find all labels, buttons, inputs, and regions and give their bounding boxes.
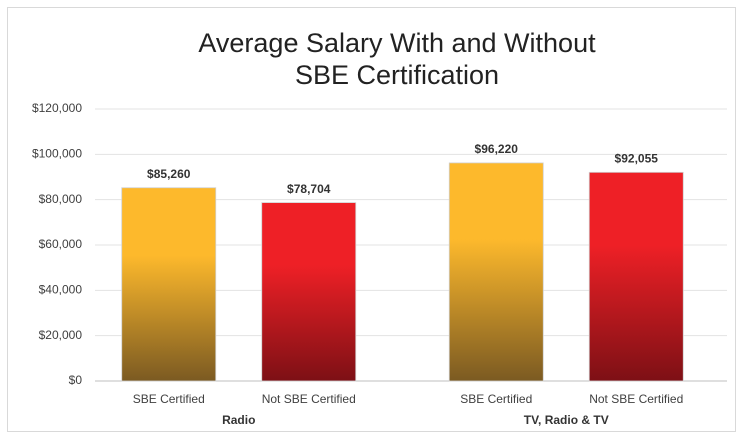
y-tick-label: $80,000 — [39, 192, 83, 206]
chart-title: SBE Certification — [295, 60, 499, 90]
y-tick-label: $100,000 — [32, 147, 82, 161]
y-tick-label: $40,000 — [39, 283, 83, 297]
y-tick-label: $60,000 — [39, 237, 83, 251]
value-label: $85,260 — [147, 167, 191, 181]
value-label: $92,055 — [615, 152, 659, 166]
bar — [261, 202, 357, 382]
group-label: TV, Radio & TV — [524, 413, 609, 427]
bar — [121, 187, 217, 382]
x-tick-label: SBE Certified — [133, 392, 205, 406]
y-tick-label: $20,000 — [39, 328, 83, 342]
chart-title: Average Salary With and Without — [198, 28, 596, 58]
x-tick-label: Not SBE Certified — [262, 392, 356, 406]
value-label: $78,704 — [287, 182, 331, 196]
group-label: Radio — [222, 413, 255, 427]
y-tick-label: $120,000 — [32, 101, 82, 115]
bar — [588, 171, 684, 382]
y-tick-label: $0 — [69, 373, 83, 387]
value-label: $96,220 — [475, 142, 519, 156]
bar — [448, 162, 544, 382]
x-tick-label: SBE Certified — [460, 392, 532, 406]
x-tick-label: Not SBE Certified — [589, 392, 683, 406]
